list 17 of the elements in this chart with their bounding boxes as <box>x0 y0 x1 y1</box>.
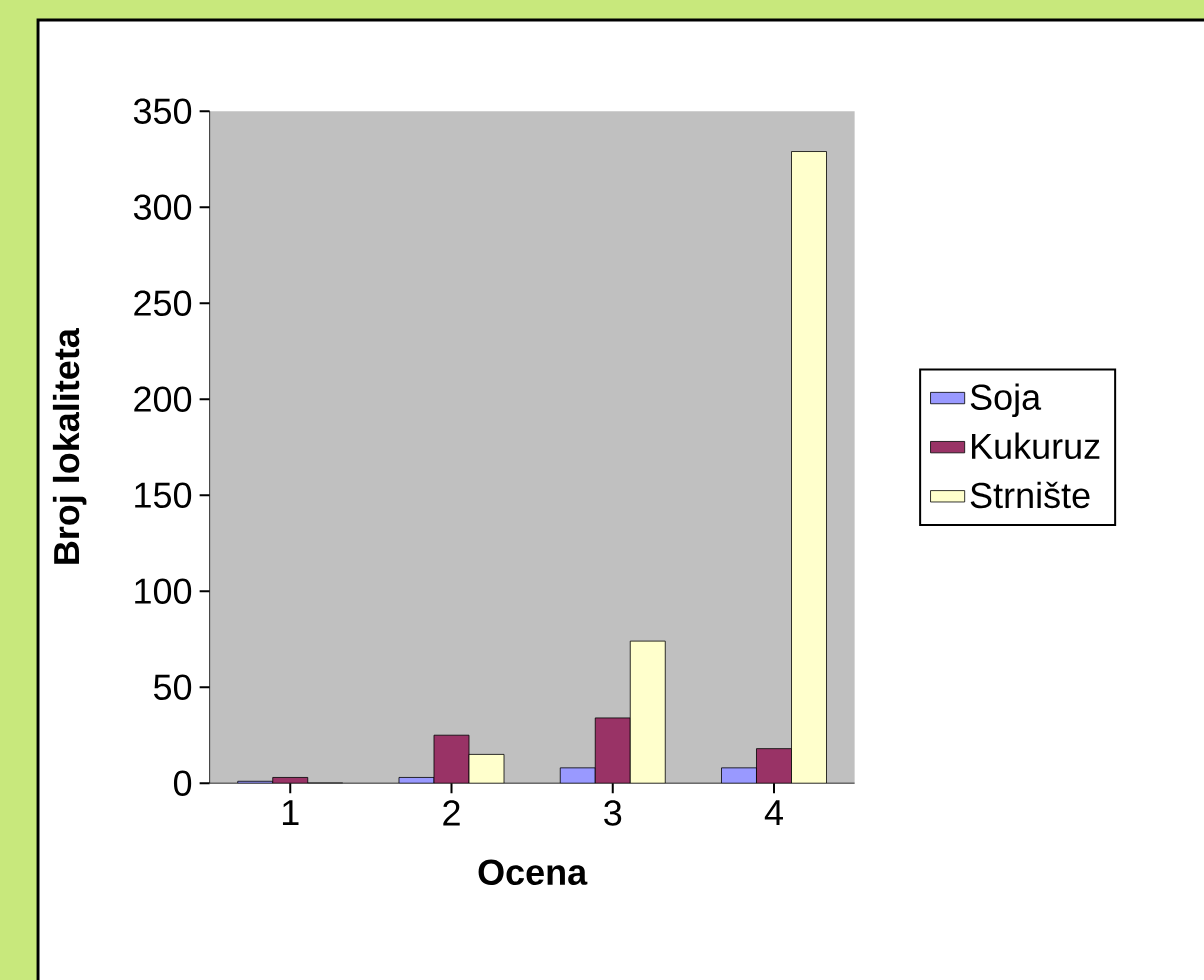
y-tick-label: 300 <box>133 194 192 220</box>
x-axis-title: Ocena <box>478 859 588 885</box>
y-tick-label: 250 <box>134 290 192 316</box>
x-tick-label: 2 <box>443 800 460 826</box>
y-axis-title: Broj lokaliteta <box>52 327 87 564</box>
x-tick-label: 1 <box>282 800 299 826</box>
x-tick-label: 4 <box>764 800 783 826</box>
legend-label: Soja <box>970 383 1042 418</box>
y-tick-label: 100 <box>135 578 192 604</box>
x-tick-label: 3 <box>604 800 622 826</box>
y-tick-label: 0 <box>173 770 192 796</box>
y-tick-label: 350 <box>133 98 192 124</box>
legend-label: Strnište <box>970 481 1090 509</box>
y-tick-label: 150 <box>135 482 192 508</box>
y-tick-label: 200 <box>134 386 192 412</box>
legend-label: Kukuruz <box>972 432 1100 460</box>
y-tick-label: 50 <box>153 674 192 700</box>
